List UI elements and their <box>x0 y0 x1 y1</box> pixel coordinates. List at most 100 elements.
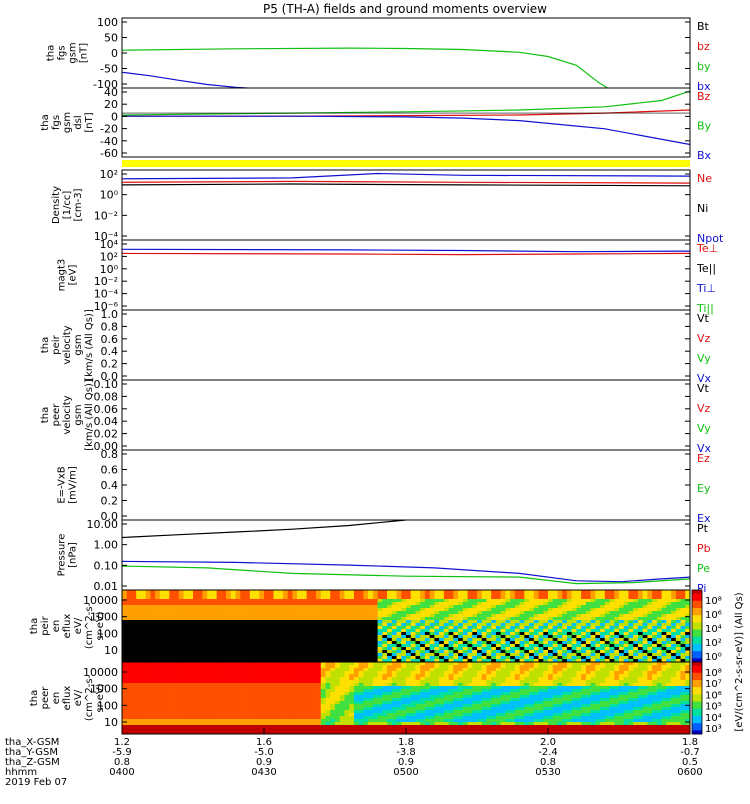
spectrogram-cell <box>605 608 610 611</box>
spectrogram-cell <box>335 677 340 680</box>
spectrogram-cell <box>662 617 667 620</box>
spectrogram-cell <box>169 593 174 596</box>
spectrogram-cell <box>633 632 638 635</box>
spectrogram-cell <box>127 680 132 683</box>
spectrogram-cell <box>363 650 368 653</box>
spectrogram-cell <box>255 608 260 611</box>
spectrogram-cell <box>307 635 312 638</box>
spectrogram-cell <box>368 695 373 698</box>
spectrogram-cell <box>520 650 525 653</box>
spectrogram-cell <box>212 623 217 626</box>
spectrogram-cell <box>434 608 439 611</box>
spectrogram-cell <box>292 647 297 650</box>
spectrogram-cell <box>420 701 425 704</box>
spectrogram-cell <box>226 635 231 638</box>
spectrogram-cell <box>382 611 387 614</box>
spectrogram-cell <box>165 698 170 701</box>
ylabel-line: en <box>51 620 62 633</box>
spectrogram-cell <box>392 671 397 674</box>
spectrogram-cell <box>131 701 136 704</box>
spectrogram-cell <box>226 698 231 701</box>
spectrogram-cell <box>510 617 515 620</box>
spectrogram-cell <box>449 626 454 629</box>
spectrogram-cell <box>316 650 321 653</box>
spectrogram-cell <box>174 632 179 635</box>
spectrogram-cell <box>311 608 316 611</box>
spectrogram-cell <box>240 599 245 602</box>
spectrogram-cell <box>217 620 222 623</box>
spectrogram-cell <box>553 629 558 632</box>
spectrogram-cell <box>676 602 681 605</box>
spectrogram-cell <box>307 641 312 644</box>
spectrogram-cell <box>415 614 420 617</box>
spectrogram-cell <box>344 599 349 602</box>
spectrogram-cell <box>458 632 463 635</box>
spectrogram-cell <box>415 701 420 704</box>
spectrogram-cell <box>643 614 648 617</box>
spectrogram-cell <box>505 632 510 635</box>
spectrogram-cell <box>212 611 217 614</box>
spectrogram-cell <box>283 707 288 710</box>
spectrogram-cell <box>458 635 463 638</box>
spectrogram-cell <box>453 593 458 596</box>
spectrogram-cell <box>212 641 217 644</box>
spectrogram-cell <box>169 620 174 623</box>
spectrogram-cell <box>188 713 193 716</box>
spectrogram-cell <box>136 614 141 617</box>
spectrogram-cell <box>255 677 260 680</box>
spectrogram-cell <box>643 617 648 620</box>
spectrogram-cell <box>146 704 151 707</box>
spectrogram-cell <box>411 695 416 698</box>
spectrogram-cell <box>581 599 586 602</box>
spectrogram-cell <box>259 716 264 719</box>
spectrogram-cell <box>349 599 354 602</box>
spectrogram-cell <box>368 719 373 722</box>
spectrogram-cell <box>193 701 198 704</box>
spectrogram-cell <box>349 617 354 620</box>
spectrogram-cell <box>373 608 378 611</box>
spectrogram-cell <box>681 605 686 608</box>
spectrogram-cell <box>681 626 686 629</box>
spectrogram-cell <box>311 596 316 599</box>
spectrogram-cell <box>444 629 449 632</box>
spectrogram-cell <box>311 719 316 722</box>
spectrogram-cell <box>397 641 402 644</box>
spectrogram-cell <box>160 614 165 617</box>
spectrogram-cell <box>439 701 444 704</box>
spectrogram-cell <box>231 725 236 728</box>
spectrogram-cell <box>326 677 331 680</box>
spectrogram-cell <box>387 725 392 728</box>
spectrogram-cell <box>463 686 468 689</box>
spectrogram-cell <box>387 614 392 617</box>
spectrogram-cell <box>453 596 458 599</box>
spectrogram-cell <box>363 596 368 599</box>
spectrogram-cell <box>368 686 373 689</box>
spectrogram-cell <box>496 623 501 626</box>
spectrogram-cell <box>434 626 439 629</box>
spectrogram-cell <box>127 710 132 713</box>
spectrogram-cell <box>453 605 458 608</box>
spectrogram-cell <box>198 692 203 695</box>
spectrogram-cell <box>444 641 449 644</box>
spectrogram-cell <box>671 596 676 599</box>
spectrogram-cell <box>146 686 151 689</box>
spectrogram-cell <box>430 629 435 632</box>
spectrogram-cell <box>463 635 468 638</box>
spectrogram-cell <box>240 725 245 728</box>
spectrogram-cell <box>406 722 411 725</box>
spectrogram-cell <box>486 632 491 635</box>
spectrogram-cell <box>283 656 288 659</box>
spectrogram-cell <box>472 629 477 632</box>
spectrogram-cell <box>326 707 331 710</box>
spectrogram-cell <box>401 683 406 686</box>
spectrogram-cell <box>624 608 629 611</box>
spectrogram-cell <box>174 725 179 728</box>
spectrogram-cell <box>657 632 662 635</box>
spectrogram-cell <box>288 713 293 716</box>
spectrogram-cell <box>344 605 349 608</box>
spectrogram-cell <box>363 698 368 701</box>
spectrogram-cell <box>240 638 245 641</box>
spectrogram-cell <box>212 671 217 674</box>
spectrogram-cell <box>207 722 212 725</box>
spectrogram-cell <box>392 680 397 683</box>
